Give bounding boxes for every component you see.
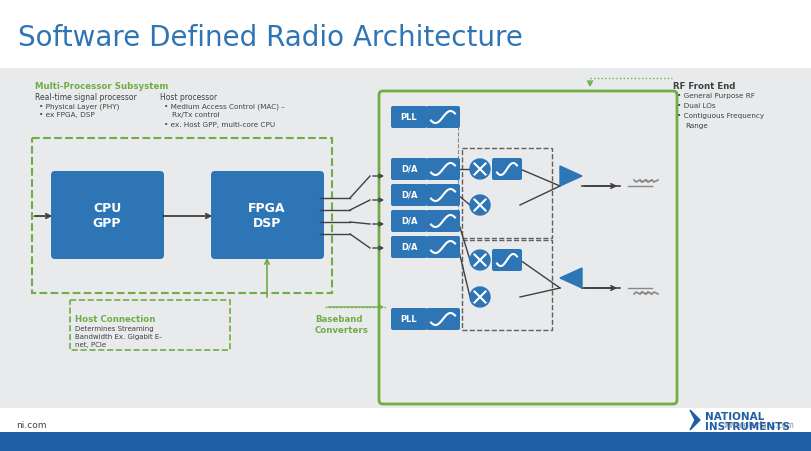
FancyBboxPatch shape bbox=[426, 106, 460, 128]
Text: Converters: Converters bbox=[315, 326, 369, 335]
Text: PLL: PLL bbox=[401, 112, 418, 121]
Bar bbox=[0, 68, 811, 408]
Text: Rx/Tx control: Rx/Tx control bbox=[172, 112, 220, 118]
Text: D/A: D/A bbox=[401, 216, 417, 226]
Text: D/A: D/A bbox=[401, 190, 417, 199]
FancyBboxPatch shape bbox=[426, 158, 460, 180]
Text: • General Purpose RF: • General Purpose RF bbox=[677, 93, 755, 99]
FancyBboxPatch shape bbox=[426, 236, 460, 258]
FancyBboxPatch shape bbox=[391, 106, 427, 128]
Text: Software Defined Radio Architecture: Software Defined Radio Architecture bbox=[18, 24, 523, 52]
Text: Baseband: Baseband bbox=[315, 315, 363, 324]
FancyBboxPatch shape bbox=[426, 308, 460, 330]
Text: • Dual LOs: • Dual LOs bbox=[677, 103, 715, 109]
Bar bbox=[462, 148, 552, 238]
FancyBboxPatch shape bbox=[391, 210, 427, 232]
FancyBboxPatch shape bbox=[391, 184, 427, 206]
Circle shape bbox=[470, 159, 490, 179]
FancyBboxPatch shape bbox=[426, 184, 460, 206]
Text: • Contiguous Frequency: • Contiguous Frequency bbox=[677, 113, 764, 119]
Text: • Medium Access Control (MAC) –: • Medium Access Control (MAC) – bbox=[164, 103, 285, 110]
Text: Determines Streaming: Determines Streaming bbox=[75, 326, 153, 332]
Text: CPU
GPP: CPU GPP bbox=[92, 202, 122, 230]
Bar bbox=[70, 300, 230, 350]
Text: net, PCIe: net, PCIe bbox=[75, 342, 106, 348]
Circle shape bbox=[470, 195, 490, 215]
FancyBboxPatch shape bbox=[426, 210, 460, 232]
FancyBboxPatch shape bbox=[391, 308, 427, 330]
Text: PLL: PLL bbox=[401, 314, 418, 323]
Circle shape bbox=[470, 287, 490, 307]
Text: FPGA
DSP: FPGA DSP bbox=[248, 202, 285, 230]
Text: Multi-Processor Subsystem: Multi-Processor Subsystem bbox=[35, 82, 169, 91]
Text: Host Connection: Host Connection bbox=[75, 315, 156, 324]
Bar bbox=[32, 138, 332, 293]
Text: • ex. Host GPP, multi-core CPU: • ex. Host GPP, multi-core CPU bbox=[164, 122, 275, 128]
Text: D/A: D/A bbox=[401, 165, 417, 174]
Text: INSTRUMENTS: INSTRUMENTS bbox=[705, 422, 790, 432]
Circle shape bbox=[470, 250, 490, 270]
FancyBboxPatch shape bbox=[51, 171, 164, 259]
Polygon shape bbox=[690, 410, 700, 430]
Polygon shape bbox=[560, 166, 582, 186]
Text: ni.com: ni.com bbox=[16, 421, 46, 430]
Text: • ex FPGA, DSP: • ex FPGA, DSP bbox=[39, 112, 95, 118]
FancyBboxPatch shape bbox=[211, 171, 324, 259]
FancyBboxPatch shape bbox=[391, 236, 427, 258]
Text: D/A: D/A bbox=[401, 243, 417, 252]
Bar bbox=[0, 0, 811, 68]
Text: Host processor: Host processor bbox=[160, 93, 217, 102]
Text: Range: Range bbox=[685, 123, 708, 129]
Text: www.elecfans.com: www.elecfans.com bbox=[724, 421, 795, 430]
Text: • Physical Layer (PHY): • Physical Layer (PHY) bbox=[39, 103, 119, 110]
Text: RF Front End: RF Front End bbox=[673, 82, 736, 91]
Text: NATIONAL: NATIONAL bbox=[705, 412, 764, 422]
Bar bbox=[0, 432, 811, 451]
Text: Real-time signal processor: Real-time signal processor bbox=[35, 93, 137, 102]
Bar bbox=[462, 240, 552, 330]
Polygon shape bbox=[560, 268, 582, 288]
FancyBboxPatch shape bbox=[391, 158, 427, 180]
Text: Bandwidth Ex. Gigabit E-: Bandwidth Ex. Gigabit E- bbox=[75, 334, 161, 340]
FancyBboxPatch shape bbox=[492, 249, 522, 271]
FancyBboxPatch shape bbox=[492, 158, 522, 180]
Bar bbox=[0, 408, 811, 440]
